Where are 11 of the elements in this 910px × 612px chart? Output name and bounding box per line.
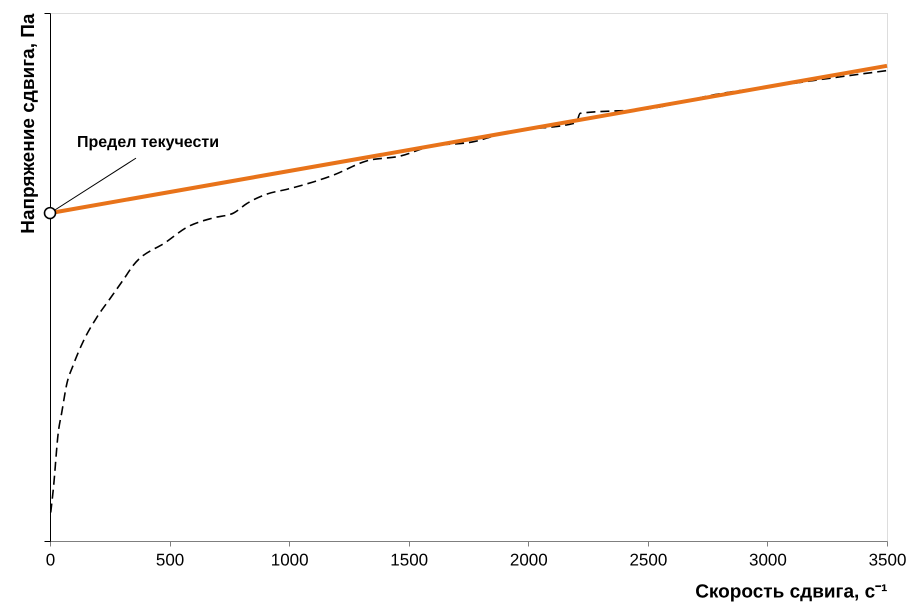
x-tick-label: 0 bbox=[46, 550, 56, 570]
x-tick-label: 2500 bbox=[629, 550, 668, 570]
x-axis-title: Скорость сдвига, с⁻¹ bbox=[695, 582, 888, 602]
x-tick-label: 1500 bbox=[390, 550, 428, 570]
x-tick-label: 3000 bbox=[749, 550, 787, 570]
x-tick-label: 500 bbox=[156, 550, 184, 570]
x-tick-label: 1000 bbox=[270, 550, 309, 570]
annotation: Предел текучести bbox=[77, 134, 220, 152]
y-axis-title: Напряжение сдвига, Па bbox=[18, 13, 39, 234]
x-tick-label: 3500 bbox=[868, 550, 906, 570]
x-tick-label: 2000 bbox=[510, 550, 548, 570]
